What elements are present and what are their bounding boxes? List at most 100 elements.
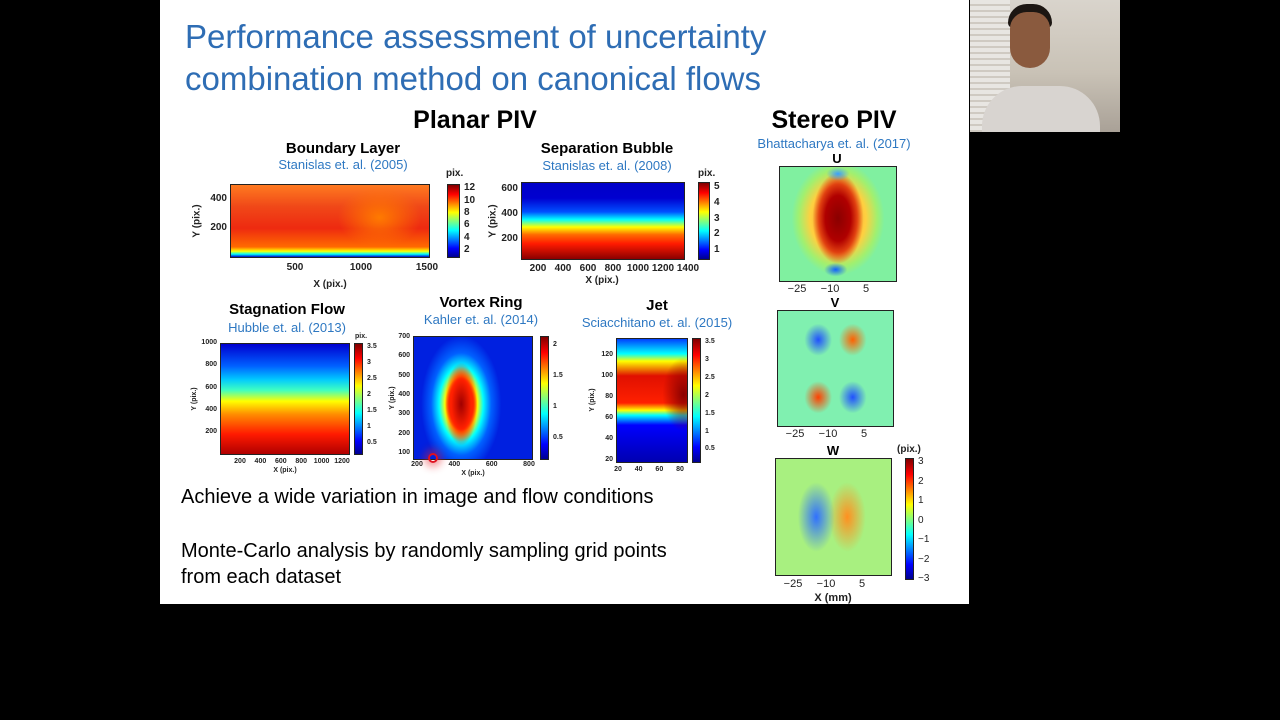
stagnation-flow-colorbar-tick: 2.5: [367, 374, 377, 382]
stereo-colorbar-tick: −3: [918, 573, 930, 584]
stereo-w-label: W: [826, 443, 840, 458]
stereo-u-x-tick: −10: [820, 283, 840, 295]
vortex-ring-heatmap: [413, 336, 533, 460]
stereo-v-label: V: [830, 295, 840, 310]
vortex-ring-colorbar-tick: 1: [553, 402, 557, 410]
bullet-2-line-1: Monte-Carlo analysis by randomly samplin…: [181, 540, 667, 562]
boundary-layer-x-tick: 500: [286, 262, 304, 273]
jet-y-tick: 120: [601, 351, 613, 358]
jet-x-tick: 20: [614, 466, 622, 473]
stereo-colorbar-tick: 1: [918, 495, 924, 506]
jet-colorbar-tick: 1.5: [705, 409, 715, 417]
presentation-slide: Performance assessment of uncertainty co…: [160, 0, 969, 604]
separation-bubble-x-tick: 200: [529, 263, 547, 274]
stagnation-flow-y-label: Y (pix.): [191, 387, 199, 411]
separation-bubble-colorbar-tick: 2: [714, 228, 720, 240]
jet-citation: Sciacchitano et. al. (2015): [581, 315, 733, 330]
stereo-w-x-tick: 5: [858, 578, 866, 590]
vortex-ring-y-tick: 300: [398, 410, 410, 418]
jet-title: Jet: [646, 297, 668, 314]
slide-title-line-1: Performance assessment of uncertainty: [185, 18, 767, 55]
boundary-layer-x-tick: 1000: [349, 262, 373, 273]
jet-colorbar-tick: 2.5: [705, 373, 715, 381]
pointer-highlight: [428, 453, 438, 463]
separation-bubble-colorbar-tick: 5: [714, 181, 720, 193]
vortex-ring-x-tick: 200: [411, 461, 423, 468]
stagnation-flow-colorbar-tick: 1: [367, 422, 371, 430]
boundary-layer-colorbar-label: pix.: [446, 168, 464, 179]
jet-heatmap: [616, 338, 688, 463]
stagnation-flow-x-tick: 1000: [313, 458, 330, 465]
jet-y-tick: 80: [605, 393, 613, 400]
jet-y-tick: 100: [601, 372, 613, 379]
stagnation-flow-x-tick: 400: [254, 458, 267, 465]
stagnation-flow-colorbar-label: pix.: [355, 333, 368, 340]
separation-bubble-colorbar-tick: 4: [714, 197, 720, 209]
boundary-layer-colorbar-tick: 6: [464, 219, 470, 231]
stagnation-flow-y-tick: 1000: [201, 339, 217, 346]
boundary-layer-x-label: X (pix.): [313, 279, 347, 290]
vortex-ring-colorbar-tick: 2: [553, 340, 557, 348]
boundary-layer-colorbar: [447, 184, 460, 258]
jet-colorbar-tick: 1: [705, 427, 709, 435]
vortex-ring-y-tick: 700: [398, 333, 410, 340]
stagnation-flow-y-tick: 400: [205, 405, 217, 413]
vortex-ring-y-tick: 600: [398, 352, 410, 360]
vortex-ring-y-tick: 400: [398, 391, 410, 398]
separation-bubble-y-label: Y (pix.): [487, 204, 499, 238]
vortex-ring-colorbar-tick: 0.5: [553, 433, 563, 441]
stereo-colorbar-tick: 3: [918, 456, 924, 467]
stagnation-flow-citation: Hubble et. al. (2013): [228, 320, 346, 335]
boundary-layer-colorbar-tick: 8: [464, 206, 470, 218]
jet-colorbar-tick: 0.5: [705, 445, 715, 453]
presenter-shirt: [982, 86, 1100, 132]
vortex-ring-title: Vortex Ring: [439, 294, 523, 311]
boundary-layer-colorbar-tick: 10: [464, 194, 476, 206]
vortex-ring-y-label: Y (pix.): [389, 386, 397, 410]
stereo-colorbar-tick: −2: [918, 553, 930, 565]
vortex-ring-y-tick: 200: [398, 429, 410, 437]
stagnation-flow-x-label: X (pix.): [273, 467, 297, 474]
vortex-ring-citation: Kahler et. al. (2014): [423, 312, 539, 327]
stereo-x-label: X (mm): [814, 592, 852, 604]
stereo-w-heatmap: [775, 458, 892, 576]
vortex-ring-colorbar: [540, 336, 549, 460]
boundary-layer-x-tick: 1500: [415, 262, 439, 273]
separation-bubble-colorbar-tick: 3: [714, 212, 720, 224]
jet-x-tick: 60: [655, 466, 664, 473]
stagnation-flow-colorbar-tick: 0.5: [367, 438, 377, 446]
separation-bubble-x-tick: 600: [579, 263, 597, 274]
separation-bubble-x-tick: 1000: [626, 263, 650, 274]
vortex-ring-y-tick: 500: [398, 371, 410, 379]
separation-bubble-title: Separation Bubble: [540, 140, 674, 157]
boundary-layer-y-tick: 400: [210, 193, 227, 204]
stereo-u-label: U: [832, 151, 842, 166]
stereo-v-heatmap: [777, 310, 894, 427]
jet-colorbar: [692, 338, 701, 463]
separation-bubble-x-tick: 1400: [676, 263, 700, 274]
stagnation-flow-y-tick: 600: [205, 383, 217, 391]
stereo-piv-heading: Stereo PIV: [771, 106, 897, 134]
vortex-ring-x-tick: 800: [523, 461, 535, 468]
jet-y-label: Y (pix.): [589, 388, 597, 412]
presenter-webcam: [970, 0, 1120, 132]
separation-bubble-x-tick: 1200: [651, 263, 675, 274]
stagnation-flow-colorbar-tick: 3.5: [367, 342, 377, 350]
stagnation-flow-y-tick: 800: [205, 361, 217, 369]
separation-bubble-x-tick: 800: [604, 263, 622, 274]
planar-piv-heading: Planar PIV: [413, 106, 537, 134]
jet-y-tick: 40: [605, 435, 613, 442]
stagnation-flow-colorbar: [354, 343, 363, 455]
stagnation-flow-colorbar-tick: 1.5: [367, 406, 377, 414]
jet-colorbar-tick: 2: [705, 391, 709, 399]
stagnation-flow-x-tick: 1200: [334, 458, 350, 465]
vortex-ring-colorbar-tick: 1.5: [553, 371, 563, 379]
vortex-ring-y-tick: 100: [398, 449, 410, 456]
vortex-ring-x-tick: 400: [448, 461, 461, 468]
separation-bubble-y-tick: 400: [501, 208, 518, 219]
jet-colorbar-tick: 3.5: [705, 338, 715, 346]
stagnation-flow-x-tick: 200: [234, 458, 246, 465]
separation-bubble-heatmap: [521, 182, 685, 260]
jet-y-tick: 60: [605, 414, 613, 421]
boundary-layer-title: Boundary Layer: [285, 140, 401, 157]
